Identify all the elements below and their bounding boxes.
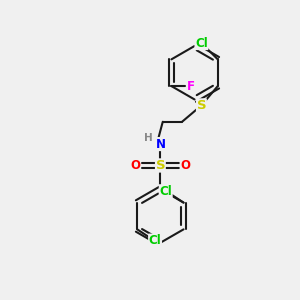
Text: S: S <box>196 99 206 112</box>
Text: H: H <box>144 133 153 142</box>
Text: N: N <box>155 138 165 151</box>
Text: Cl: Cl <box>159 185 172 198</box>
Text: S: S <box>156 159 165 172</box>
Text: F: F <box>187 80 195 93</box>
Text: Cl: Cl <box>149 234 161 247</box>
Text: O: O <box>180 159 190 172</box>
Text: Cl: Cl <box>195 37 208 50</box>
Text: O: O <box>130 159 140 172</box>
